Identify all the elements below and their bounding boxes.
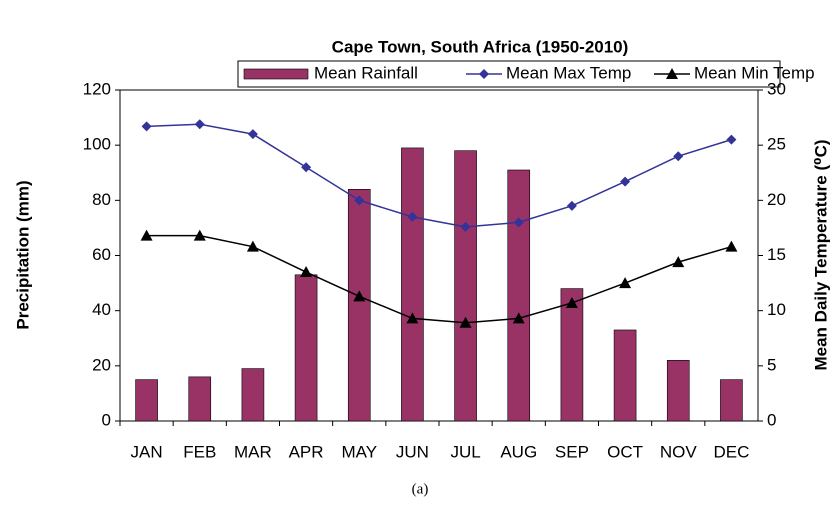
chart-title: Cape Town, South Africa (1950-2010)	[332, 37, 629, 56]
bar	[613, 329, 637, 422]
x-tick-label: SEP	[555, 442, 589, 461]
line-marker	[725, 240, 738, 252]
y2-tick-label: 20	[767, 190, 786, 209]
x-tick-label: DEC	[713, 442, 749, 461]
x-tick-label: JUN	[396, 442, 429, 461]
y2-tick-label: 25	[767, 135, 786, 154]
line-marker	[672, 256, 685, 268]
bar	[454, 150, 477, 422]
x-tick-label: NOV	[660, 442, 698, 461]
plot-frame	[119, 89, 759, 422]
line	[146, 234, 732, 324]
y2-tick-label: 10	[767, 300, 786, 319]
line-marker	[673, 151, 684, 162]
legend-marker	[479, 69, 489, 79]
y2-tick-label: 15	[767, 245, 786, 264]
y-tick-label: 120	[83, 79, 111, 98]
y-tick-label: 80	[92, 190, 111, 209]
y2-tick-label: 30	[767, 79, 786, 98]
x-tick-label: MAY	[341, 442, 377, 461]
x-tick-label: MAR	[234, 442, 272, 461]
line-marker	[301, 162, 312, 173]
line-marker	[140, 229, 153, 241]
line-marker	[619, 277, 632, 289]
line-marker	[354, 195, 365, 206]
x-tick-label: OCT	[607, 442, 643, 461]
legend-marker	[666, 68, 678, 79]
line-marker	[353, 290, 366, 302]
line-marker	[141, 121, 152, 132]
x-tick-label: APR	[289, 442, 324, 461]
line-marker	[407, 211, 418, 222]
bar	[720, 379, 743, 422]
x-tick-label: JAN	[131, 442, 163, 461]
y-axis-title: Precipitation (mm)	[13, 180, 32, 329]
line-marker	[459, 316, 472, 328]
line-marker	[460, 221, 471, 232]
line-marker	[620, 176, 631, 187]
line-marker	[300, 266, 313, 278]
legend-label: Mean Max Temp	[506, 63, 631, 82]
bar	[294, 274, 318, 422]
bar	[135, 379, 158, 422]
x-tick-label: JUL	[450, 442, 480, 461]
x-tick-label: FEB	[183, 442, 216, 461]
bar	[188, 376, 212, 422]
legend-label: Mean Rainfall	[314, 63, 418, 82]
y-tick-label: 0	[102, 410, 111, 429]
line	[146, 123, 732, 228]
y2-tick-label: 5	[767, 355, 776, 374]
line-marker	[406, 312, 419, 324]
legend-swatch	[243, 68, 309, 80]
y2-axis-title: Mean Daily Temperature (⁰C)	[811, 139, 830, 370]
line-marker	[512, 312, 525, 324]
bar	[241, 368, 265, 422]
x-tick-label: AUG	[500, 442, 537, 461]
bar	[347, 189, 371, 422]
line-marker	[246, 240, 259, 252]
bar	[401, 147, 424, 422]
line-marker	[193, 229, 206, 241]
line-marker	[194, 119, 205, 130]
y-tick-label: 100	[83, 135, 111, 154]
caption: (a)	[412, 481, 429, 497]
bar	[666, 360, 690, 422]
line-marker	[566, 200, 577, 211]
y2-tick-label: 0	[767, 410, 776, 429]
bar	[560, 288, 584, 422]
line-marker	[726, 134, 737, 145]
y-tick-label: 20	[92, 355, 111, 374]
line-marker	[565, 296, 578, 308]
y-tick-label: 60	[92, 245, 111, 264]
y-tick-label: 40	[92, 300, 111, 319]
bar	[507, 169, 531, 422]
legend-label: Mean Min Temp	[694, 63, 815, 82]
line-marker	[247, 129, 258, 140]
line-marker	[513, 217, 524, 228]
